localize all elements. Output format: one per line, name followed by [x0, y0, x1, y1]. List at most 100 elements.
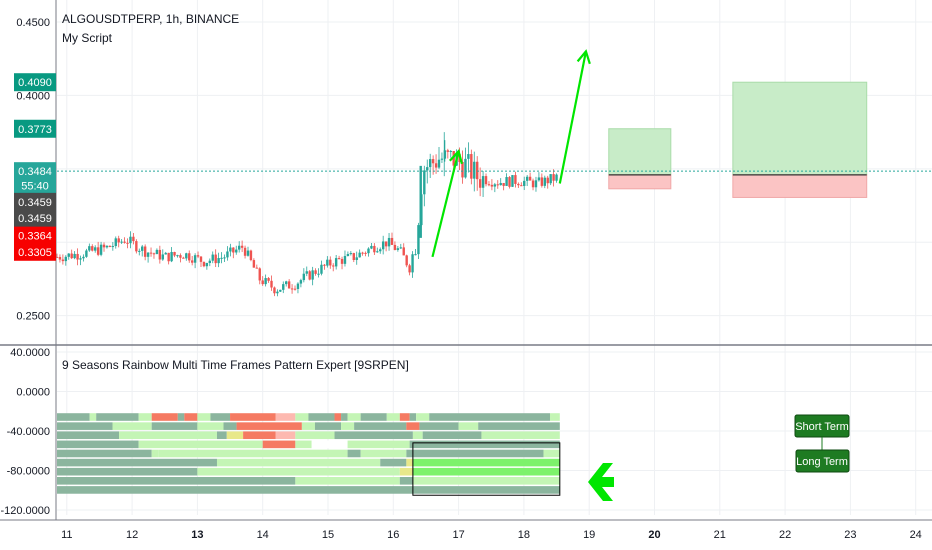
candle-body — [317, 273, 320, 275]
candle-body — [384, 241, 388, 247]
candle-body — [173, 252, 176, 256]
heatmap-cell — [57, 486, 560, 494]
price-tag — [14, 226, 56, 245]
heatmap-cell — [57, 413, 90, 421]
trend-arrow — [431, 150, 460, 258]
heatmap-cell — [177, 413, 185, 421]
candle-body — [235, 249, 238, 253]
candle-body — [390, 237, 394, 245]
candle-body — [126, 242, 129, 244]
candle-body — [340, 258, 344, 264]
candle-body — [185, 253, 188, 259]
candle-body — [73, 253, 76, 259]
script-name: My Script — [62, 31, 113, 45]
candle-body — [143, 246, 147, 257]
x-tick-label: 22 — [779, 529, 791, 541]
heatmap-cell — [386, 413, 400, 421]
x-tick-label: 17 — [452, 529, 464, 541]
heatmap-cell — [308, 413, 335, 421]
price-tag — [14, 176, 56, 195]
candle-body — [443, 150, 447, 159]
candle-body — [161, 254, 164, 260]
candle-body — [217, 258, 220, 264]
heatmap-cell — [409, 440, 560, 449]
candle-body — [302, 273, 306, 281]
short-term-legend: Short Term — [794, 414, 850, 438]
candle-body — [520, 185, 523, 187]
candle-body — [190, 260, 194, 263]
candle-body — [308, 271, 311, 280]
candle-body — [276, 291, 279, 294]
heatmap-cell — [151, 413, 178, 421]
candle-body — [508, 177, 511, 187]
candle-body — [279, 289, 282, 292]
heatmap-cell — [419, 422, 459, 430]
x-tick-label: 12 — [126, 529, 138, 541]
candle-body — [94, 247, 97, 251]
candle-body — [323, 264, 326, 266]
annotation-arrows[interactable] — [431, 49, 614, 509]
candle-body — [440, 158, 444, 160]
heatmap-cell — [230, 413, 276, 421]
sub-y-tick-label: -120.0000 — [0, 505, 50, 517]
heatmap-cell — [112, 422, 152, 430]
candle-body — [402, 247, 405, 256]
candle-body — [411, 254, 414, 273]
sub-y-tick-label: 0.0000 — [16, 386, 50, 398]
heatmap-cell — [550, 413, 560, 421]
position-zones[interactable] — [608, 81, 868, 198]
sub-y-tick-label: -40.0000 — [7, 426, 50, 438]
heatmap-cell — [89, 413, 97, 421]
candle-body — [376, 251, 379, 253]
trend-arrow-head — [448, 148, 463, 165]
candle-body — [537, 177, 541, 181]
candle-body — [373, 245, 376, 253]
candle-body — [120, 241, 123, 243]
heatmap-cell — [57, 440, 139, 449]
candle-body — [514, 175, 517, 184]
x-tick-label: 15 — [322, 529, 334, 541]
heatmap-cell — [399, 477, 413, 485]
candle-body — [237, 245, 241, 250]
candle-body — [329, 259, 332, 266]
candle-body — [211, 254, 214, 261]
candle-body — [88, 246, 91, 251]
candle-body — [549, 174, 552, 184]
candle-body — [531, 180, 535, 188]
candle-body — [285, 281, 288, 285]
candle-body — [240, 245, 244, 248]
price-tag-label: 55:40 — [21, 181, 49, 193]
candle-body — [476, 161, 479, 180]
candle-body — [129, 236, 132, 244]
heatmap-cell — [399, 413, 410, 421]
heatmap-cell — [406, 422, 420, 430]
highlight-box — [412, 442, 561, 496]
candle-body — [461, 162, 464, 178]
price-tag — [14, 119, 56, 138]
candle-body — [296, 283, 300, 289]
candle-body — [490, 184, 494, 187]
candle-body — [464, 158, 467, 178]
candle-body — [258, 268, 261, 281]
candle-body — [55, 256, 59, 258]
candle-body — [70, 253, 73, 259]
heatmap-cell — [334, 413, 342, 421]
candle-body — [111, 246, 115, 248]
price-tag — [14, 192, 56, 211]
candle-body — [543, 177, 546, 186]
candle-body — [523, 180, 526, 186]
candle-body — [361, 252, 364, 254]
candle-body — [387, 237, 391, 247]
long-term-label: Long Term — [796, 456, 848, 468]
candle-body — [99, 244, 103, 255]
candle-body — [132, 236, 135, 242]
candle-body — [123, 241, 126, 243]
price-tag — [14, 162, 56, 181]
indicator-title: 9 Seasons Rainbow Multi Time Frames Patt… — [62, 358, 409, 372]
price-tag-label: 0.3484 — [18, 166, 52, 178]
heatmap-cell — [458, 422, 479, 430]
candle-body — [188, 253, 191, 261]
candle-body — [67, 253, 70, 257]
